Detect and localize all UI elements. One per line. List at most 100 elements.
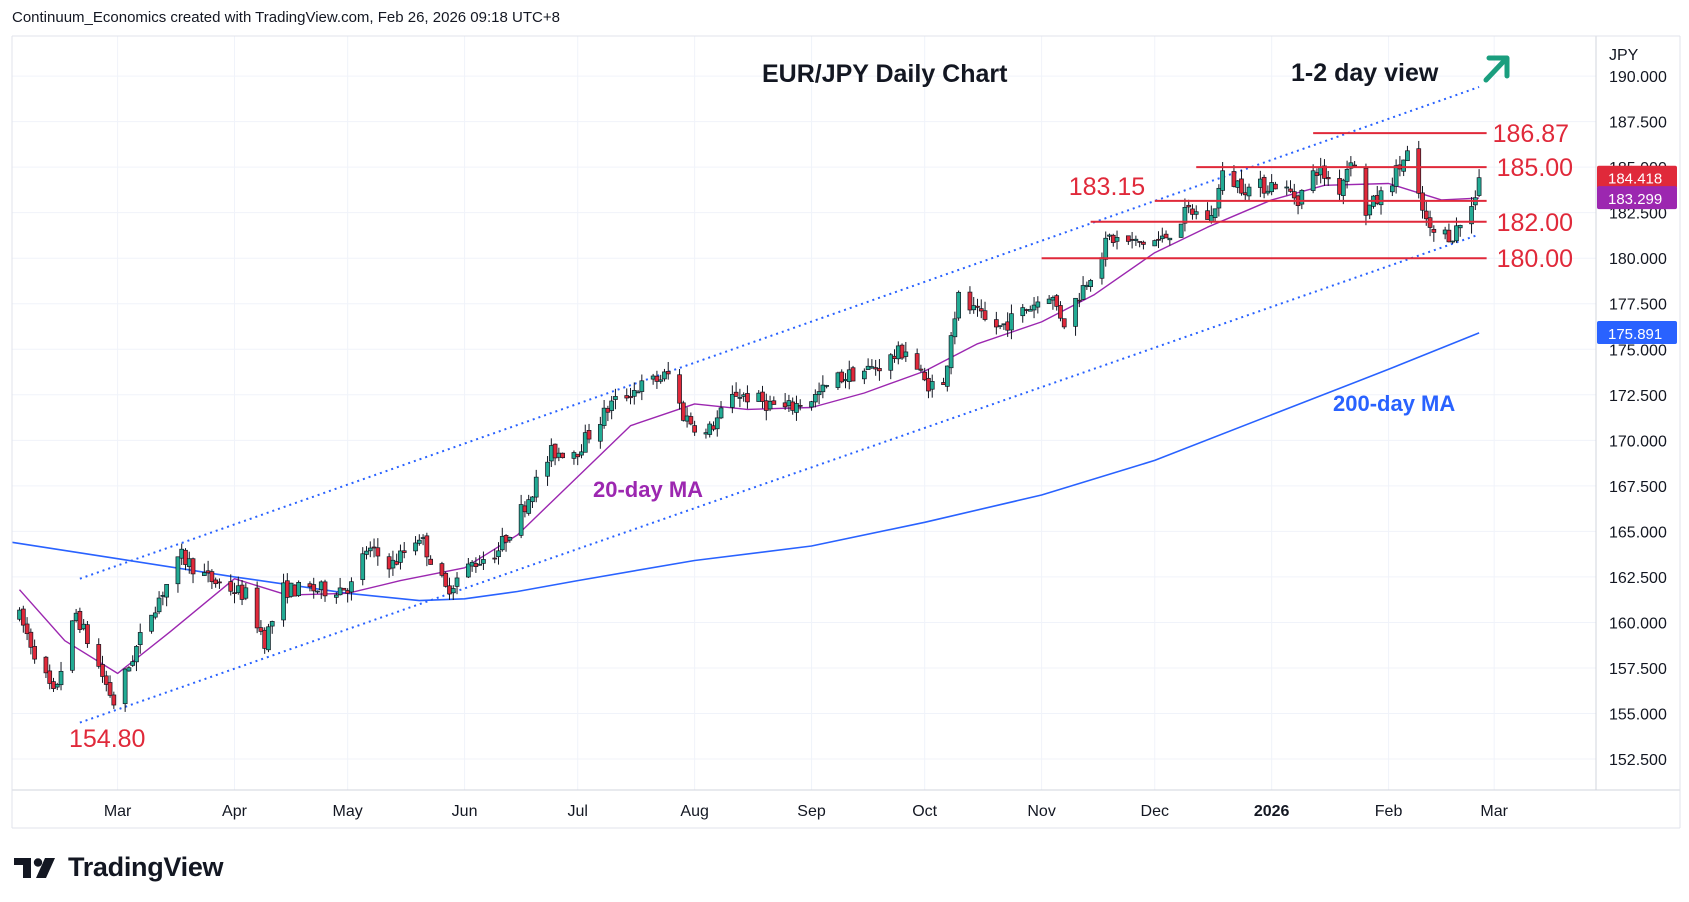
candle-body (794, 403, 799, 413)
candle-body (258, 627, 264, 632)
candlestick (1322, 159, 1327, 186)
candlestick (714, 410, 720, 437)
candlestick (496, 542, 501, 565)
candle-body (1242, 192, 1248, 196)
candlestick (658, 374, 664, 384)
candle-body (680, 402, 686, 421)
candle-body (1216, 187, 1222, 209)
candle-body (1231, 171, 1237, 187)
candle-body (545, 461, 550, 477)
candlestick (729, 385, 735, 414)
candle-body (54, 684, 60, 688)
candle-body (205, 570, 211, 574)
candle-body (81, 623, 87, 630)
candle-body (288, 582, 294, 597)
candle-body (284, 580, 290, 598)
candlestick (254, 581, 260, 634)
candlestick (1299, 189, 1305, 210)
candle-body (850, 367, 856, 382)
candle-body (763, 400, 769, 411)
candlestick (1374, 185, 1380, 206)
candlestick (1125, 235, 1131, 245)
candlestick (1058, 301, 1063, 322)
candlestick (869, 359, 875, 369)
candle-body (186, 558, 192, 567)
x-tick-label: Jun (452, 803, 478, 820)
candle-body (745, 393, 750, 403)
candlestick (266, 623, 271, 653)
candle-body (43, 656, 49, 674)
y-tick-label: 187.500 (1609, 115, 1667, 132)
candle-body (929, 381, 935, 390)
ma20-line (18, 182, 1480, 675)
candle-body (530, 496, 535, 503)
tradingview-logo[interactable]: TradingView (14, 852, 224, 883)
candlestick (1190, 204, 1195, 220)
candlestick (243, 582, 249, 601)
y-tick-label: 157.500 (1609, 661, 1667, 678)
candle-body (190, 558, 196, 575)
candlestick (481, 551, 486, 571)
axes (11, 35, 1681, 829)
candle-body (307, 583, 313, 588)
grid (12, 36, 1596, 790)
candle-body (1322, 165, 1327, 179)
candle-body (454, 577, 460, 587)
candlestick (861, 368, 867, 385)
candle-body (32, 646, 37, 660)
candle-body (439, 563, 445, 576)
candle-body (677, 374, 682, 404)
candle-body (1178, 223, 1184, 238)
candle-body (137, 632, 143, 646)
candle-body (522, 505, 528, 513)
candlestick (684, 407, 690, 428)
candle-body (1024, 309, 1029, 311)
candle-body (1061, 318, 1067, 328)
candlestick (364, 546, 369, 560)
candlestick (1141, 240, 1146, 250)
candlestick (548, 438, 554, 467)
candle-body (450, 588, 456, 594)
candlestick (1344, 160, 1350, 189)
candle-body (492, 557, 498, 560)
candlestick (575, 453, 581, 466)
candlestick (311, 577, 317, 599)
candle-body (1073, 297, 1078, 327)
candle-body (1133, 238, 1139, 241)
candle-body (533, 476, 539, 498)
candlestick (164, 584, 169, 607)
x-tick-label: Oct (912, 803, 937, 820)
candlestick (281, 573, 286, 627)
candle-body (296, 582, 301, 596)
candle-body (386, 556, 392, 570)
candle-body (469, 561, 475, 567)
candle-body (1288, 188, 1293, 192)
x-tick-label: Apr (222, 803, 248, 820)
support-resistance-levels: 186.87 185.00 183.15 182.00 180.00 (1041, 120, 1573, 273)
candlestick (1265, 185, 1271, 196)
candle-body (209, 571, 215, 583)
candle-body (420, 537, 426, 539)
candle-body (345, 590, 351, 594)
candlestick (315, 590, 320, 594)
candle-body (1405, 150, 1410, 162)
candle-body (1401, 159, 1407, 172)
tradingview-logo-icon (14, 857, 55, 878)
candle-body (1310, 170, 1316, 191)
candlestick (1073, 297, 1078, 336)
candle-body (413, 542, 418, 552)
candle-body (1363, 167, 1369, 216)
candlestick (1246, 183, 1252, 202)
candle-body (311, 584, 317, 592)
candle-body (518, 504, 524, 536)
candlestick (873, 359, 879, 376)
candle-body (760, 391, 765, 402)
candle-body (1088, 280, 1093, 287)
y-tick-label: 175.000 (1609, 342, 1667, 359)
candle-body (899, 344, 905, 359)
candle-body (322, 581, 328, 597)
candle-body (982, 310, 988, 320)
candle-body (416, 539, 422, 544)
candle-body (1152, 240, 1158, 247)
